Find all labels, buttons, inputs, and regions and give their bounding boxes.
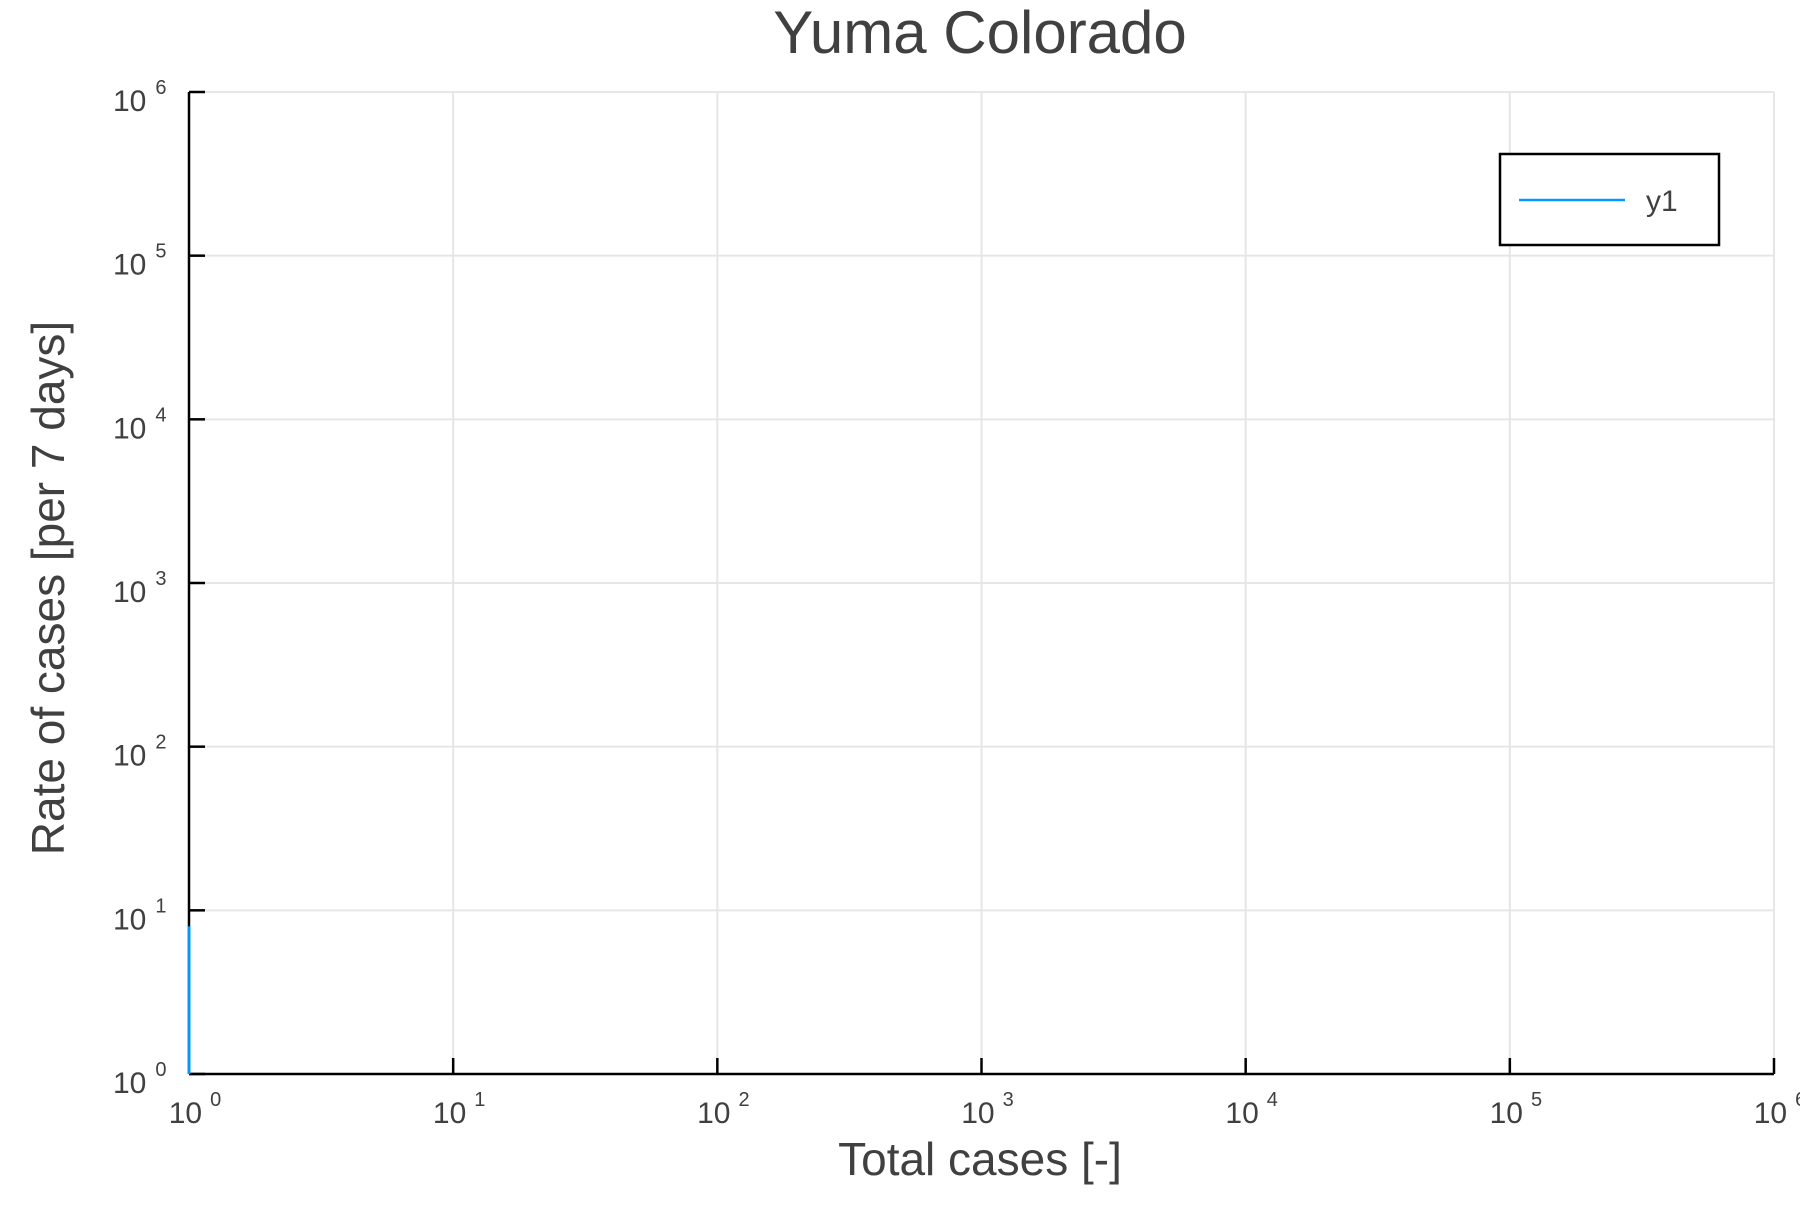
x-tick-label: 10 5 — [1490, 1089, 1543, 1130]
y-tick-label: 10 3 — [113, 568, 167, 609]
y-tick-label: 10 4 — [113, 404, 167, 445]
x-tick-label: 10 2 — [697, 1089, 750, 1130]
x-tick-label: 10 1 — [433, 1089, 486, 1130]
x-tick-label: 106 — [1754, 1089, 1800, 1130]
chart-title: Yuma Colorado — [773, 0, 1187, 66]
tick-layer: 100 101 102 103 104 105 106 100 101 102 103 104 105 1… — [113, 77, 1800, 1130]
y-tick-label: 10 6 — [113, 77, 167, 118]
legend-series-label: y1 — [1646, 185, 1678, 218]
y-tick-label: 10 0 — [113, 1059, 167, 1100]
y-tick-label: 10 2 — [113, 732, 167, 773]
y-tick-label: 10 5 — [113, 241, 167, 282]
x-tick-label: 10 0 — [169, 1089, 222, 1130]
x-tick-label: 10 3 — [961, 1089, 1014, 1130]
x-tick-label: 10 4 — [1225, 1089, 1278, 1130]
legend: y1 — [1498, 152, 1721, 247]
grid-layer — [188, 91, 1775, 1075]
y-tick-label: 10 1 — [113, 895, 167, 936]
x-axis-label: Total cases [-] — [838, 1133, 1122, 1185]
y-axis-label: Rate of cases [per 7 days] — [22, 321, 74, 855]
